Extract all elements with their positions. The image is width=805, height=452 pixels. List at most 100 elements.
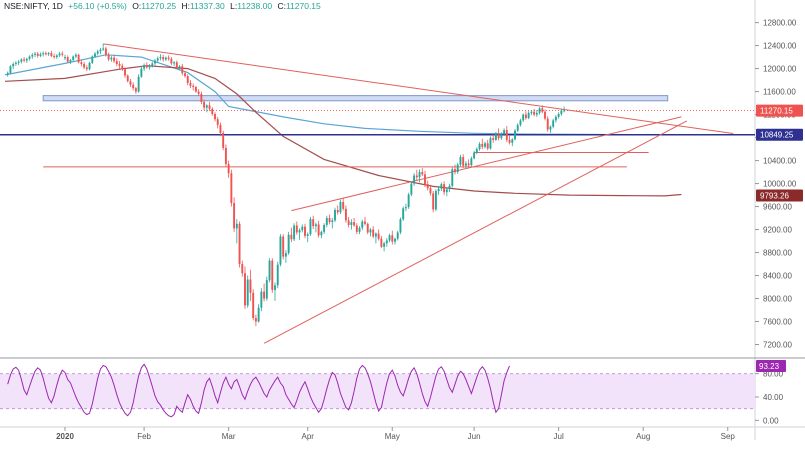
price-tick-label: 10400.00 [763, 157, 797, 166]
candle [557, 112, 560, 119]
candle [265, 276, 268, 301]
candle [304, 223, 306, 239]
candle [462, 154, 465, 169]
candle [530, 109, 533, 116]
low-value: 11238.00 [237, 1, 273, 11]
candle [481, 138, 484, 150]
price-tick-label: 10000.00 [763, 180, 797, 189]
candle [312, 215, 315, 229]
candle [23, 57, 26, 63]
candle [20, 58, 23, 64]
candle [494, 131, 497, 142]
candle [31, 53, 34, 59]
candle [287, 231, 290, 255]
price-tick-label: 8400.00 [763, 272, 792, 281]
level-price-tag: 10849.25 [760, 131, 794, 140]
low-label: L: [230, 1, 238, 11]
candle [519, 118, 522, 127]
candle [219, 122, 222, 137]
candle [107, 52, 110, 62]
candle [66, 55, 69, 63]
chart-header: NSE:NIFTY, 1D +56.10 (+0.5%) O:11270.25 … [4, 1, 324, 11]
candle [451, 167, 454, 188]
candle [314, 222, 317, 233]
candle [511, 138, 514, 147]
candle [104, 46, 107, 57]
candle [200, 91, 203, 105]
last-price-tag: 11270.15 [760, 107, 793, 116]
candle [118, 61, 121, 69]
time-tick-label: Jul [554, 432, 564, 441]
candle [58, 51, 61, 58]
candle [309, 216, 312, 236]
time-tick-label: Aug [636, 432, 650, 441]
short-moving-average [4, 54, 652, 136]
candle [282, 234, 285, 260]
candle [454, 164, 456, 175]
candle [85, 65, 88, 71]
candle [464, 161, 467, 169]
candle [246, 275, 249, 308]
candle [380, 235, 383, 248]
trendline [103, 43, 734, 135]
candle [192, 83, 195, 91]
candle [143, 63, 146, 71]
time-tick-label: Feb [137, 432, 151, 441]
candle [353, 218, 356, 227]
long-moving-average [4, 65, 682, 197]
symbol-label: NSE:NIFTY, 1D [4, 1, 63, 11]
rsi-line [7, 363, 510, 418]
time-tick-label: Jun [468, 432, 481, 441]
candle [224, 144, 227, 167]
candle [426, 180, 429, 191]
candle [546, 116, 549, 132]
candle [211, 107, 214, 116]
candle [331, 218, 334, 229]
candle [17, 59, 20, 66]
candle [164, 56, 167, 62]
candle [388, 233, 391, 243]
candle [80, 59, 83, 67]
time-tick-label: Apr [302, 432, 315, 441]
candle [91, 55, 94, 65]
candle [55, 54, 58, 59]
price-tick-label: 7200.00 [763, 341, 792, 350]
candle [399, 217, 402, 235]
time-tick-label: Sep [721, 432, 736, 441]
rsi-tick-label: 0.00 [763, 416, 779, 425]
candle [492, 134, 495, 143]
candle [325, 215, 328, 228]
candle [410, 181, 413, 197]
candle [290, 227, 293, 243]
candle [151, 61, 154, 68]
candle [252, 289, 255, 321]
candle [244, 266, 246, 309]
rsi-value-tag: 93.23 [759, 362, 780, 371]
candle [274, 282, 276, 301]
ma-price-tag-bg [756, 189, 803, 202]
candle [459, 154, 462, 167]
candle [235, 219, 238, 244]
price-tick-label: 9600.00 [763, 203, 792, 212]
candle [137, 74, 140, 93]
candle [42, 51, 45, 57]
last-price-tag-bg [756, 104, 803, 117]
candle [238, 221, 241, 268]
close-value: 11270.15 [285, 1, 321, 11]
candle [254, 314, 257, 327]
candle [263, 283, 266, 302]
candle [522, 113, 525, 123]
candle [418, 169, 421, 183]
candle [69, 58, 72, 65]
candle [336, 205, 339, 215]
candle [541, 105, 544, 114]
price-tick-label: 8800.00 [763, 249, 792, 258]
resistance-zone [42, 95, 669, 102]
candle [437, 185, 440, 196]
candle [445, 187, 448, 197]
candle [14, 61, 17, 66]
candle [434, 189, 437, 212]
rsi-tick-label: 80.00 [763, 370, 784, 379]
candle [36, 51, 39, 58]
